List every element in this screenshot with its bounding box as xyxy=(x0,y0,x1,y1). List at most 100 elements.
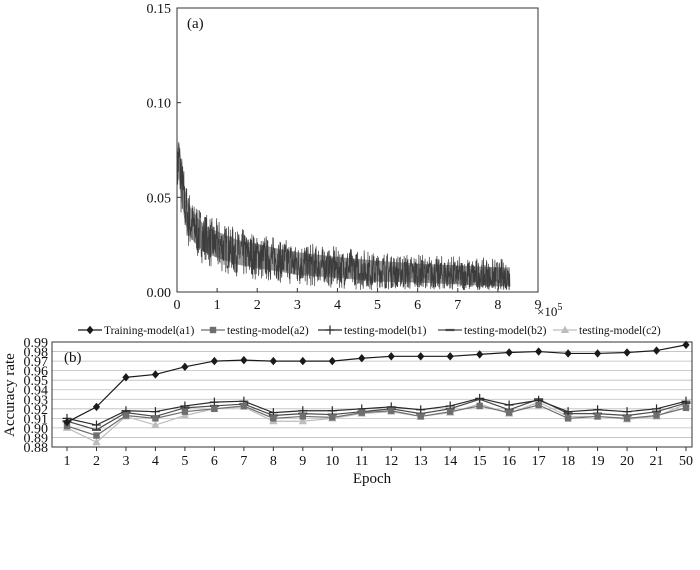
data-point xyxy=(269,356,277,366)
panel-a-loss-line xyxy=(176,141,511,291)
series-testing-model-b1 xyxy=(62,393,691,430)
data-point xyxy=(329,414,336,421)
panel-b-x-tick-label: 19 xyxy=(591,454,605,469)
panel-b-y-tick-label: 0.96 xyxy=(24,365,49,380)
data-point xyxy=(593,349,602,358)
data-point xyxy=(535,401,542,409)
data-point xyxy=(63,417,71,427)
panel-a-x-tick-label: 6 xyxy=(414,298,421,313)
data-point xyxy=(653,412,660,419)
data-point xyxy=(446,352,454,361)
panel-b-x-tick-label: 3 xyxy=(122,454,129,469)
data-point xyxy=(150,407,160,417)
data-point xyxy=(505,409,513,416)
data-point xyxy=(298,417,308,425)
panel-b-x-tick-label: 12 xyxy=(384,454,398,469)
data-point xyxy=(180,411,190,419)
panel-b-x-tick-label: 11 xyxy=(355,454,368,469)
panel-a-x-tick-label: 5 xyxy=(374,298,381,313)
panel-b-y-tick-label: 0.95 xyxy=(24,374,49,389)
panel-b-x-tick-label: 2 xyxy=(93,454,100,469)
data-point xyxy=(325,325,335,335)
panel-b-legend: Training-model(a1) testing-model(a2) testi… xyxy=(78,325,661,337)
data-point xyxy=(122,373,130,382)
panel-a-x-exponent: ×105 xyxy=(537,302,562,319)
legend-item: testing-model(a2) xyxy=(201,325,309,337)
panel-b-x-tick-label: 16 xyxy=(502,454,516,469)
panel-b-x-tick-label: 14 xyxy=(443,454,457,469)
panel-b-x-tick-label: 1 xyxy=(64,454,71,469)
data-point xyxy=(181,362,189,372)
data-point xyxy=(328,356,336,366)
panel-b-frame xyxy=(51,341,693,448)
data-point xyxy=(417,413,424,420)
legend-item: testing-model(c2) xyxy=(553,325,661,337)
data-point xyxy=(151,370,160,379)
panel-b-y-axis-label: Accuracy rate xyxy=(2,353,18,437)
panel-a-x-tick-label: 7 xyxy=(454,298,461,313)
data-point xyxy=(86,325,94,335)
panel-b-accuracy-plot: 0.880.890.900.910.920.930.940.950.960.97… xyxy=(2,336,693,487)
panel-a-y-tick-label: 0.05 xyxy=(147,191,172,206)
data-point xyxy=(299,413,307,420)
series-training-model-a1 xyxy=(63,340,690,427)
panel-a-x-tick-label: 2 xyxy=(254,298,261,313)
data-point xyxy=(181,408,189,415)
data-point xyxy=(91,420,101,430)
data-point xyxy=(358,409,365,416)
panel-a-x-tick-label: 8 xyxy=(494,298,501,313)
panel-a-loss-plot: 0 1 2 3 4 5 6 7 8 9 0.00 0.05 0.10 0.15 (a) ×105 xyxy=(147,2,563,319)
panel-a-y-tick-label: 0.15 xyxy=(147,2,172,17)
panel-b-y-tick-label: 0.91 xyxy=(24,412,49,427)
data-point xyxy=(122,412,130,419)
panel-b-y-tick-label: 0.93 xyxy=(24,393,49,408)
data-point xyxy=(563,407,573,417)
panel-b-x-tick-label: 18 xyxy=(561,454,575,469)
panel-b-x-tick-label: 5 xyxy=(181,454,188,469)
series-line xyxy=(66,404,687,437)
data-point xyxy=(623,348,631,357)
data-point xyxy=(416,405,426,415)
data-point xyxy=(299,356,307,366)
panel-b-x-tick-label: 8 xyxy=(270,454,277,469)
data-point xyxy=(92,402,101,412)
panel-b-x-tick-label: 7 xyxy=(240,454,247,469)
legend-item: testing-model(b1) xyxy=(318,325,427,337)
data-point xyxy=(358,354,366,363)
data-point xyxy=(682,404,690,412)
panel-a-x-tick-label: 4 xyxy=(334,298,341,313)
legend-label: testing-model(b1) xyxy=(344,325,427,337)
data-point xyxy=(387,352,395,361)
legend-item: Training-model(a1) xyxy=(78,325,194,337)
panel-b-x-axis-label: Epoch xyxy=(353,471,392,487)
legend-label: testing-model(b2) xyxy=(464,325,547,337)
series-line xyxy=(66,397,687,426)
panel-b-x-tick-label: 9 xyxy=(299,454,306,469)
panel-b-x-tick-label: 20 xyxy=(620,454,634,469)
data-point xyxy=(652,404,662,414)
data-point xyxy=(476,350,484,359)
data-point xyxy=(240,402,248,410)
data-point xyxy=(151,420,160,429)
data-point xyxy=(92,438,101,446)
data-point xyxy=(682,340,690,350)
panel-b-x-tick-label: 10 xyxy=(325,454,339,469)
panel-a-x-tick-label: 3 xyxy=(294,298,301,313)
data-point xyxy=(209,397,219,407)
data-point xyxy=(475,393,485,403)
panel-b-x-tick-label: 50 xyxy=(679,454,693,469)
series-line xyxy=(66,401,687,443)
data-point xyxy=(505,348,513,357)
data-point xyxy=(622,407,632,417)
legend-label: Training-model(a1) xyxy=(104,325,194,337)
data-point xyxy=(504,400,514,410)
panel-b-y-tick-label: 0.88 xyxy=(24,441,49,456)
data-point xyxy=(209,326,217,334)
panel-b-y-tick-label: 0.94 xyxy=(24,384,49,399)
data-point xyxy=(623,415,631,422)
panel-b-y-tick-label: 0.90 xyxy=(24,422,49,437)
panel-b-y-tick-label: 0.99 xyxy=(24,336,49,351)
data-point xyxy=(476,402,483,410)
data-point xyxy=(417,352,425,361)
